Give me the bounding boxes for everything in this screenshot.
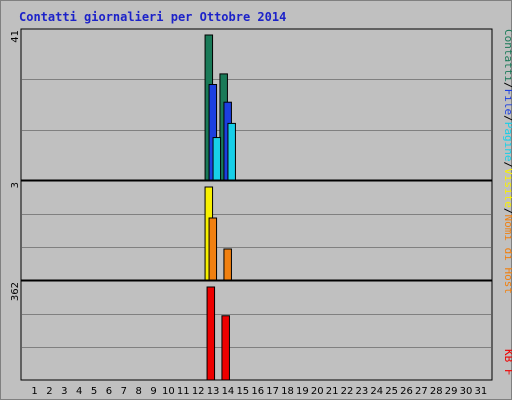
legend-entry: Nomi di Host [502,214,512,293]
x-tick-label: 20 [311,386,324,397]
legend-entry: Pagine [502,122,512,162]
x-tick-label: 27 [415,386,428,397]
x-tick-label: 17 [266,386,279,397]
x-tick-label: 14 [222,386,235,397]
panel-2: 3 [10,180,493,281]
x-tick-label: 3 [61,386,67,397]
x-tick-label: 23 [355,386,368,397]
bar-file-day-14 [227,122,236,181]
x-tick-label: 31 [475,386,488,397]
legend-entry: / [502,208,512,215]
x-axis-day-labels: 1 2 3 4 5 6 7 8 9 10 11 12 13 14 15 16 17 18 19 20 21 22 23 24 2… [31,386,487,397]
x-tick-label: 1 [31,386,37,397]
bar-kb-f-day-13 [206,286,216,381]
panel-1: 41 [10,28,493,181]
panel-border [20,28,493,181]
x-tick-label: 12 [192,386,205,397]
x-tick-label: 26 [400,386,413,397]
x-tick-label: 8 [135,386,141,397]
legend-entry: / [502,161,512,168]
legend-main: Contatti/File/Pagine/Visite/Nomi di Host [502,29,512,294]
bar-kb-f-day-14 [221,315,230,381]
x-tick-label: 2 [46,386,52,397]
legend-entry: / [502,115,512,122]
x-tick-label: 15 [236,386,249,397]
x-tick-label: 18 [281,386,294,397]
legend-entry: Visite [502,168,512,208]
x-tick-label: 29 [445,386,458,397]
x-tick-label: 21 [326,386,339,397]
legend: Contatti/File/Pagine/Visite/Nomi di Host… [502,29,512,376]
x-tick-label: 4 [76,386,82,397]
x-tick-label: 28 [430,386,443,397]
x-tick-label: 30 [460,386,473,397]
x-tick-label: 9 [150,386,156,397]
x-tick-label: 13 [207,386,220,397]
x-tick-label: 25 [385,386,398,397]
legend-bandwidth: KB F [502,349,512,376]
y-max-label: 3 [10,182,21,188]
chart-title: Contatti giornalieri per Ottobre 2014 [19,10,286,24]
bar-file-day-13 [212,137,222,181]
x-tick-label: 22 [341,386,354,397]
chart-panels: 41 3 362 [10,28,493,381]
bar-nomi-di-host-day-13 [208,217,218,281]
y-max-label: 41 [10,30,21,43]
x-tick-label: 19 [296,386,309,397]
x-tick-label: 7 [121,386,127,397]
bar-nomi-di-host-day-14 [223,248,232,281]
x-tick-label: 11 [177,386,190,397]
x-tick-label: 10 [162,386,175,397]
x-tick-label: 24 [370,386,383,397]
legend-entry: Contatti [502,29,512,82]
x-tick-label: 6 [106,386,112,397]
panel-border [20,180,493,281]
panel-border [20,280,493,381]
x-tick-label: 16 [251,386,264,397]
y-max-label: 362 [10,282,21,301]
legend-entry: File [502,89,512,116]
panel-3: 362 [10,280,493,381]
x-tick-label: 5 [91,386,97,397]
legend-entry: / [502,82,512,89]
